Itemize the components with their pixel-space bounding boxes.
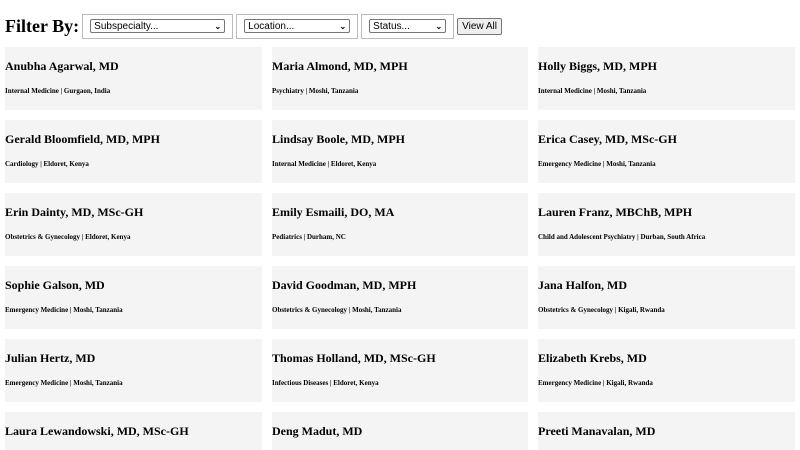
person-specialty-location: Obstetrics & Gynecology | Moshi, Tanzani… bbox=[272, 306, 402, 314]
person-card[interactable]: Gerald Bloomfield, MD, MPH Cardiology | E… bbox=[5, 120, 262, 183]
person-card[interactable]: Lindsay Boole, MD, MPH Internal Medicine … bbox=[272, 120, 528, 183]
person-specialty-location: Obstetrics & Gynecology | Kigali, Rwanda bbox=[538, 306, 665, 314]
person-card[interactable]: Sophie Galson, MD Emergency Medicine | Mo… bbox=[5, 266, 262, 329]
chevron-down-icon: ⌄ bbox=[435, 21, 443, 31]
location-filter-box: Location... ⌄ bbox=[236, 13, 359, 39]
person-card[interactable]: Holly Biggs, MD, MPH Internal Medicine | … bbox=[538, 47, 795, 110]
person-name: Erin Dainty, MD, MSc-GH bbox=[5, 205, 144, 219]
person-name: Lindsay Boole, MD, MPH bbox=[272, 132, 406, 146]
person-specialty-location: Child and Adolescent Psychiatry | Durban… bbox=[538, 233, 706, 241]
status-select-value: Status... bbox=[373, 20, 410, 32]
person-name: Maria Almond, MD, MPH bbox=[272, 59, 408, 73]
person-specialty-location: Internal Medicine | Gurgaon, India bbox=[5, 87, 111, 95]
location-select-value: Location... bbox=[248, 20, 295, 32]
person-name: David Goodman, MD, MPH bbox=[272, 278, 417, 292]
filter-title: Filter By: bbox=[5, 15, 80, 36]
person-name: Sophie Galson, MD bbox=[5, 278, 105, 292]
person-specialty-location: Obstetrics & Gynecology | Eldoret, Kenya bbox=[5, 233, 131, 241]
chevron-down-icon: ⌄ bbox=[214, 21, 222, 31]
person-specialty-location: Cardiology | Eldoret, Kenya bbox=[5, 160, 89, 168]
person-card[interactable]: Thomas Holland, MD, MSc-GH Infectious Dis… bbox=[272, 339, 528, 402]
person-specialty-location: Internal Medicine | Moshi, Tanzania bbox=[538, 87, 647, 95]
person-name: Jana Halfon, MD bbox=[538, 278, 628, 292]
person-name: Emily Esmaili, DO, MA bbox=[272, 205, 395, 219]
location-select[interactable]: Location... ⌄ bbox=[244, 19, 351, 33]
person-specialty-location: Internal Medicine | Eldoret, Kenya bbox=[272, 160, 377, 168]
person-name: Lauren Franz, MBChB, MPH bbox=[538, 205, 693, 219]
person-name: Preeti Manavalan, MD bbox=[538, 424, 656, 438]
person-card[interactable]: Deng Madut, MD bbox=[272, 412, 528, 450]
view-all-button[interactable]: View All bbox=[457, 17, 502, 35]
person-name: Julian Hertz, MD bbox=[5, 351, 96, 365]
subspecialty-select[interactable]: Subspecialty... ⌄ bbox=[90, 19, 226, 33]
person-card[interactable]: Erica Casey, MD, MSc-GH Emergency Medicin… bbox=[538, 120, 795, 183]
person-card[interactable]: Maria Almond, MD, MPH Psychiatry | Moshi,… bbox=[272, 47, 528, 110]
person-card[interactable]: Preeti Manavalan, MD bbox=[538, 412, 795, 450]
person-specialty-location: Emergency Medicine | Moshi, Tanzania bbox=[5, 379, 123, 387]
person-name: Gerald Bloomfield, MD, MPH bbox=[5, 132, 160, 146]
chevron-down-icon: ⌄ bbox=[339, 21, 347, 31]
person-card[interactable]: Julian Hertz, MD Emergency Medicine | Mos… bbox=[5, 339, 262, 402]
person-specialty-location: Pediatrics | Durham, NC bbox=[272, 233, 346, 241]
person-name: Holly Biggs, MD, MPH bbox=[538, 59, 657, 73]
person-card[interactable]: Lauren Franz, MBChB, MPH Child and Adoles… bbox=[538, 193, 795, 256]
person-card[interactable]: Erin Dainty, MD, MSc-GH Obstetrics & Gyne… bbox=[5, 193, 262, 256]
subspecialty-filter-box: Subspecialty... ⌄ bbox=[82, 13, 234, 39]
status-filter-box: Status... ⌄ bbox=[361, 13, 455, 39]
person-specialty-location: Emergency Medicine | Moshi, Tanzania bbox=[538, 160, 656, 168]
person-name: Deng Madut, MD bbox=[272, 424, 363, 438]
person-name: Laura Lewandowski, MD, MSc-GH bbox=[5, 424, 189, 438]
person-card[interactable]: Elizabeth Krebs, MD Emergency Medicine | … bbox=[538, 339, 795, 402]
person-name: Thomas Holland, MD, MSc-GH bbox=[272, 351, 436, 365]
person-name: Elizabeth Krebs, MD bbox=[538, 351, 647, 365]
person-card[interactable]: David Goodman, MD, MPH Obstetrics & Gynec… bbox=[272, 266, 528, 329]
subspecialty-select-value: Subspecialty... bbox=[94, 20, 159, 32]
person-specialty-location: Emergency Medicine | Moshi, Tanzania bbox=[5, 306, 123, 314]
person-name: Anubha Agarwal, MD bbox=[5, 59, 119, 73]
filter-bar: Filter By: Subspecialty... ⌄ Location...… bbox=[5, 13, 502, 39]
person-card[interactable]: Anubha Agarwal, MD Internal Medicine | Gu… bbox=[5, 47, 262, 110]
person-card[interactable]: Emily Esmaili, DO, MA Pediatrics | Durham… bbox=[272, 193, 528, 256]
person-specialty-location: Emergency Medicine | Kigali, Rwanda bbox=[538, 379, 653, 387]
person-card[interactable]: Jana Halfon, MD Obstetrics & Gynecology |… bbox=[538, 266, 795, 329]
people-grid: Anubha Agarwal, MD Internal Medicine | Gu… bbox=[5, 47, 795, 450]
person-card[interactable]: Laura Lewandowski, MD, MSc-GH bbox=[5, 412, 262, 450]
person-name: Erica Casey, MD, MSc-GH bbox=[538, 132, 677, 146]
status-select[interactable]: Status... ⌄ bbox=[369, 19, 447, 33]
person-specialty-location: Psychiatry | Moshi, Tanzania bbox=[272, 87, 359, 95]
person-specialty-location: Infectious Diseases | Eldoret, Kenya bbox=[272, 379, 379, 387]
